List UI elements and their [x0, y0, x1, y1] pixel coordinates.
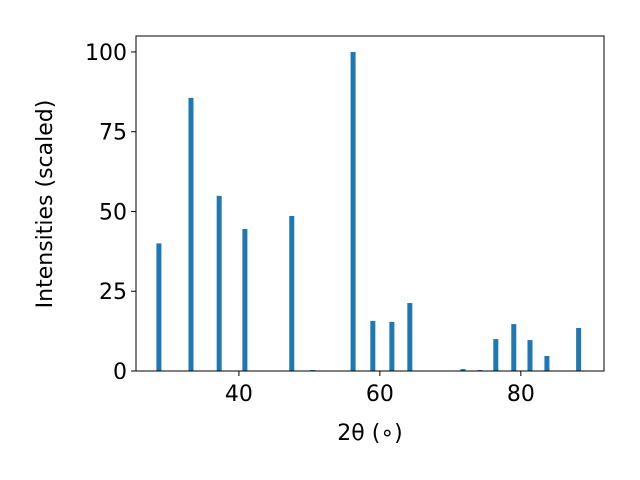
bar [370, 320, 376, 371]
y-axis-label: Intensities (scaled) [33, 100, 58, 309]
bar [576, 327, 582, 371]
bar [188, 97, 194, 372]
bar [289, 215, 295, 371]
plot-frame [135, 35, 605, 372]
x-tick-label: 40 [225, 382, 253, 407]
bar [389, 321, 395, 371]
x-axis-label: 2θ (∘) [337, 421, 402, 446]
y-tick-label: 75 [99, 121, 127, 146]
bar [493, 339, 499, 371]
bar [350, 51, 356, 371]
bar [156, 243, 162, 371]
x-tick-label: 80 [507, 382, 535, 407]
y-tick-label: 100 [85, 41, 127, 66]
bar [544, 356, 550, 371]
bar [407, 303, 413, 371]
bar [460, 369, 466, 371]
x-tick-label: 60 [366, 382, 394, 407]
bar [216, 195, 222, 371]
bar [511, 324, 517, 371]
y-tick-label: 50 [99, 200, 127, 225]
y-tick-label: 25 [99, 280, 127, 305]
y-tick-label: 0 [113, 360, 127, 385]
bar [527, 340, 533, 371]
bar [242, 229, 248, 371]
